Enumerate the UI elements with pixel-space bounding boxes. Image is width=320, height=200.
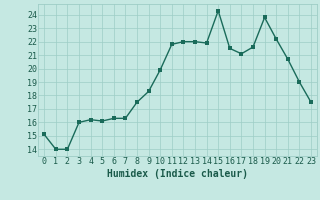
X-axis label: Humidex (Indice chaleur): Humidex (Indice chaleur) — [107, 169, 248, 179]
